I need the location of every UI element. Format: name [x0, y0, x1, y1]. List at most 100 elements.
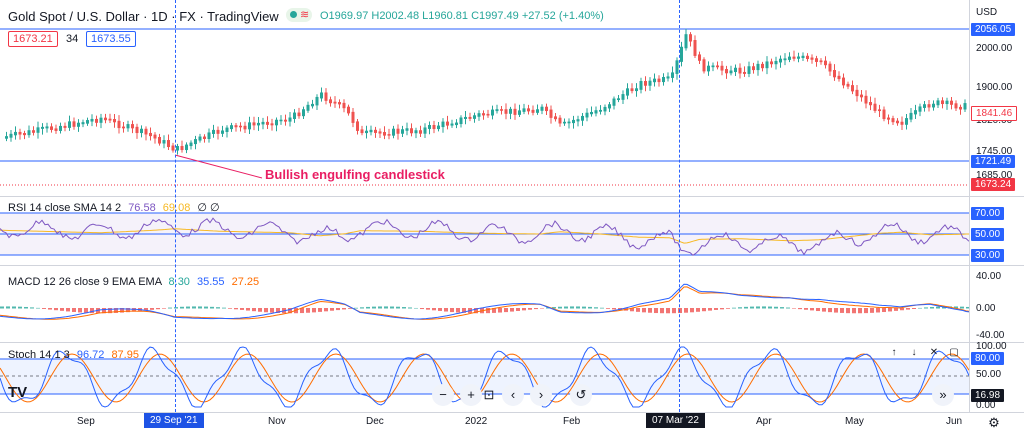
stoch-current-badge: 16.98: [971, 389, 1005, 402]
price-pane[interactable]: [0, 0, 969, 196]
candle-body: [59, 125, 62, 131]
scroll-left-icon[interactable]: ‹: [502, 384, 524, 406]
macd-histogram-bar: [72, 308, 76, 312]
macd-histogram-bar: [42, 308, 46, 309]
stoch-axis[interactable]: [969, 343, 1024, 412]
arrow-up-icon[interactable]: ↑: [891, 347, 897, 358]
candle-body: [131, 124, 134, 129]
macd-histogram-bar: [450, 308, 454, 313]
macd-hist-value: 8.30: [168, 276, 190, 288]
macd-histogram-bar: [270, 308, 274, 313]
candle-body: [495, 109, 499, 112]
candle-body: [405, 128, 409, 131]
candle-body: [815, 58, 818, 62]
macd-histogram-bar: [408, 307, 412, 309]
candle-body: [239, 125, 242, 128]
vertical-line-mar07[interactable]: [679, 0, 680, 412]
candle-body: [419, 130, 422, 134]
candle-body: [185, 144, 188, 151]
settings-icon[interactable]: ⚙: [988, 415, 1000, 430]
candle-body: [423, 127, 427, 134]
macd-histogram-bar: [114, 308, 118, 313]
rsi-30-badge: 30.00: [971, 249, 1005, 262]
close-icon[interactable]: ✕: [929, 347, 939, 358]
candle-body: [86, 120, 89, 124]
candle-body: [572, 119, 575, 124]
candle-body: [824, 60, 827, 66]
macd-histogram-bar: [426, 308, 430, 310]
pane-divider[interactable]: [0, 265, 1024, 266]
candle-body: [914, 110, 917, 115]
candle-body: [279, 119, 283, 122]
candle-body: [905, 118, 908, 125]
macd-histogram-bar: [912, 308, 916, 309]
arrow-down-icon[interactable]: ↓: [911, 347, 917, 358]
maximize-icon[interactable]: ▢: [949, 347, 959, 358]
candle-body: [860, 94, 863, 98]
macd-histogram-bar: [30, 307, 34, 309]
macd-histogram-bar: [132, 308, 136, 312]
stoch-80-badge: 80.00: [971, 352, 1005, 365]
market-status-icon[interactable]: ≋: [286, 8, 312, 22]
candle-body: [698, 54, 701, 61]
pane-divider[interactable]: [0, 342, 1024, 343]
undo-icon[interactable]: ↺: [570, 384, 592, 406]
macd-histogram-bar: [666, 308, 670, 314]
vertical-line-sep29[interactable]: [175, 0, 176, 412]
candle-body: [288, 117, 292, 122]
macd-pane[interactable]: [0, 266, 969, 342]
candle-body: [666, 76, 670, 79]
macd-histogram-bar: [474, 308, 478, 314]
macd-histogram-bar: [756, 306, 760, 309]
candle-body: [297, 112, 301, 117]
macd-histogram-bar: [126, 308, 130, 313]
macd-histogram-bar: [708, 308, 712, 311]
candle-body: [216, 129, 220, 134]
macd-histogram-bar: [864, 308, 868, 314]
macd-histogram-bar: [888, 308, 892, 312]
macd-axis[interactable]: [969, 266, 1024, 342]
candle-body: [81, 122, 85, 125]
rsi-title[interactable]: RSI 14 close SMA 14 2 76.58 69.08 ∅ ∅: [8, 201, 220, 214]
scroll-right-icon[interactable]: ›: [530, 384, 552, 406]
candle-body: [140, 128, 143, 134]
macd-tick: 0.00: [976, 303, 996, 314]
candle-body: [212, 129, 215, 134]
price-axis[interactable]: [969, 0, 1024, 196]
macd-title[interactable]: MACD 12 26 close 9 EMA EMA 8.30 35.55 27…: [8, 276, 259, 288]
candle-body: [95, 118, 98, 123]
stoch-title[interactable]: Stoch 14 1 3 96.72 87.95: [8, 349, 139, 361]
candle-body: [801, 55, 805, 59]
candle-body: [504, 109, 508, 114]
candle-body: [50, 126, 53, 130]
macd-histogram-bar: [414, 307, 418, 309]
candle-body: [576, 119, 580, 122]
candle-body: [707, 65, 710, 72]
macd-histogram-bar: [606, 308, 610, 309]
pane-divider[interactable]: [0, 196, 1024, 197]
rsi-axis[interactable]: [969, 197, 1024, 265]
tradingview-logo-icon[interactable]: TV: [8, 384, 28, 401]
macd-histogram-bar: [822, 308, 826, 312]
zoom-in-icon[interactable]: +: [460, 384, 482, 406]
double-arrow-icon[interactable]: »: [932, 384, 954, 406]
ask-price[interactable]: 1673.55: [86, 31, 136, 47]
candle-body: [45, 126, 49, 129]
macd-histogram-bar: [786, 307, 790, 309]
stoch-pane[interactable]: [0, 343, 969, 412]
currency-label[interactable]: USD: [976, 7, 998, 18]
annotation-text[interactable]: Bullish engulfing candlestick: [265, 167, 445, 182]
candle-body: [149, 132, 152, 137]
rsi-pane[interactable]: [0, 197, 969, 265]
stoch-tick: 50.00: [976, 369, 1002, 380]
time-label: May: [845, 416, 864, 427]
bid-price[interactable]: 1673.21: [8, 31, 58, 47]
zoom-out-icon[interactable]: −: [432, 384, 454, 406]
symbol-title[interactable]: Gold Spot / U.S. Dollar · 1D · FX · Trad…: [8, 9, 279, 24]
candle-body: [702, 59, 706, 72]
macd-histogram-bar: [816, 308, 820, 312]
candle-body: [783, 58, 787, 61]
reset-icon[interactable]: ⊡: [483, 387, 495, 402]
candle-body: [621, 94, 625, 100]
price-tick: 2000.00: [976, 43, 1013, 54]
